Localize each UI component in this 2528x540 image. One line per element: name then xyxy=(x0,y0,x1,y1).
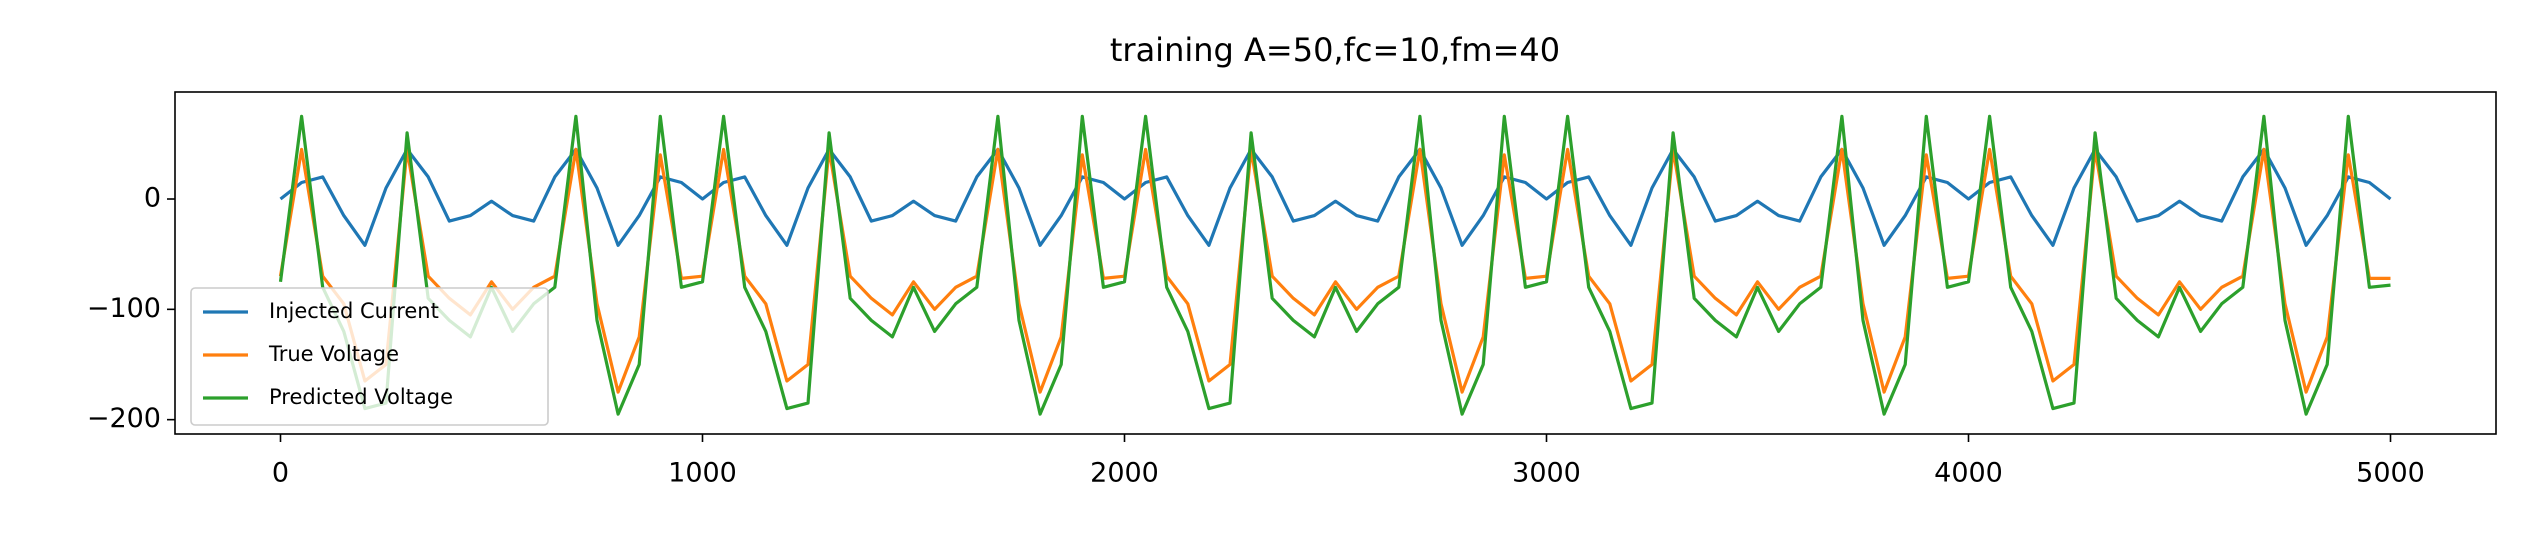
series-line xyxy=(279,147,2392,247)
x-tick-label: 0 xyxy=(272,458,289,489)
legend-label: Injected Current xyxy=(269,299,439,323)
x-tick-label: 3000 xyxy=(1512,458,1581,489)
y-tick-label: −200 xyxy=(87,403,161,434)
x-tick-label: 2000 xyxy=(1090,458,1159,489)
series-line xyxy=(278,114,2391,416)
x-tick-label: 1000 xyxy=(668,458,737,489)
legend-label: True Voltage xyxy=(268,342,399,366)
series-line xyxy=(278,147,2391,394)
plot-area xyxy=(278,114,2392,416)
chart-title: training A=50,fc=10,fm=40 xyxy=(1110,31,1560,69)
x-tick-label: 5000 xyxy=(2356,458,2425,489)
legend-box xyxy=(190,287,549,426)
axes-frame xyxy=(174,91,2497,435)
y-tick-label: −100 xyxy=(87,293,161,324)
legend-label: Predicted Voltage xyxy=(269,385,453,409)
y-tick-label: 0 xyxy=(144,183,161,214)
legend: Injected Current True Voltage Predicted Vo… xyxy=(190,287,549,426)
x-tick-label: 4000 xyxy=(1934,458,2003,489)
